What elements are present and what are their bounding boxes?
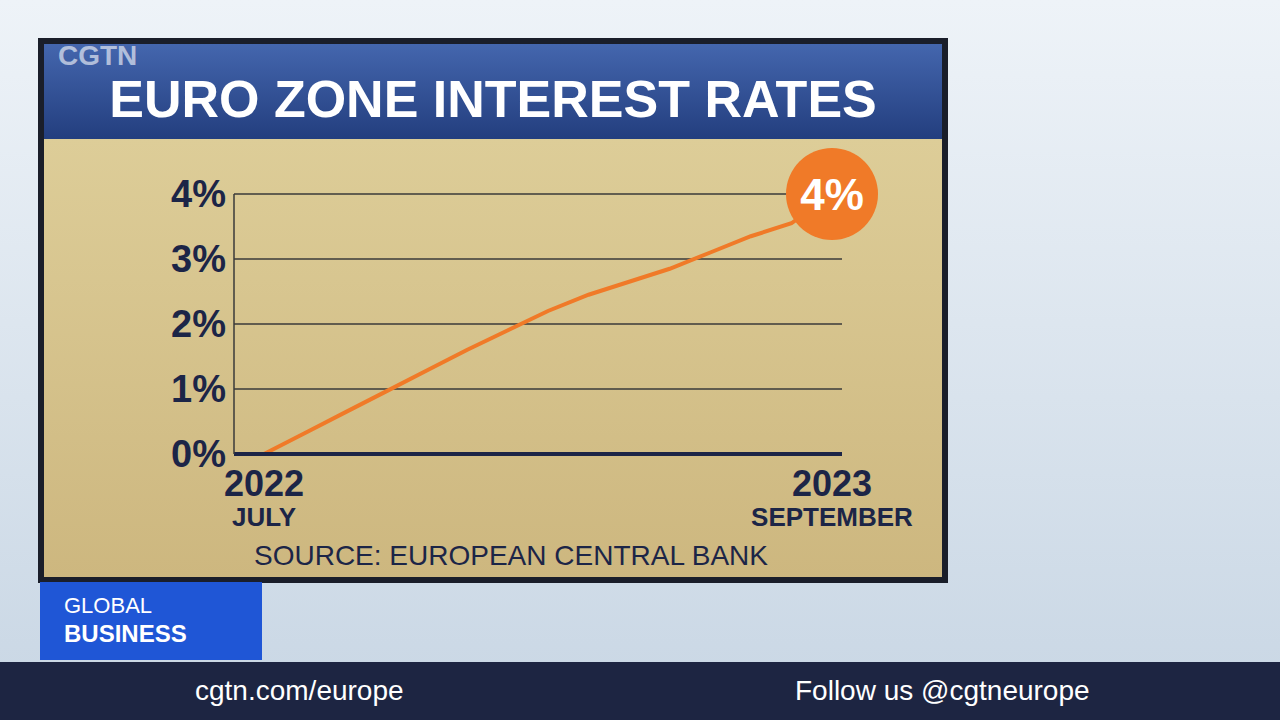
svg-text:2023: 2023: [792, 463, 872, 504]
html-text:CGTN: CGTN: [58, 40, 138, 71]
svg-text:2022: 2022: [224, 463, 304, 504]
html-text:cgtn.com/europe: cgtn.com/europe: [195, 675, 404, 706]
html-text:SOURCE: EUROPEAN CENTRAL BANK: SOURCE: EUROPEAN CENTRAL BANK: [254, 540, 768, 571]
html-text:BUSINESS: BUSINESS: [64, 620, 187, 647]
html-text:EURO ZONE INTEREST RATES: EURO ZONE INTEREST RATES: [109, 69, 877, 128]
svg-text:SEPTEMBER: SEPTEMBER: [751, 502, 913, 532]
svg-text:JULY: JULY: [232, 502, 296, 532]
svg-text:0%: 0%: [171, 433, 226, 475]
svg-text:4%: 4%: [171, 173, 226, 215]
svg-text:3%: 3%: [171, 238, 226, 280]
html-text:Follow us @cgtneurope: Follow us @cgtneurope: [795, 675, 1090, 706]
svg-text:1%: 1%: [171, 368, 226, 410]
html-text:GLOBAL: GLOBAL: [64, 593, 152, 618]
svg-text:4%: 4%: [800, 170, 864, 219]
svg-text:2%: 2%: [171, 303, 226, 345]
